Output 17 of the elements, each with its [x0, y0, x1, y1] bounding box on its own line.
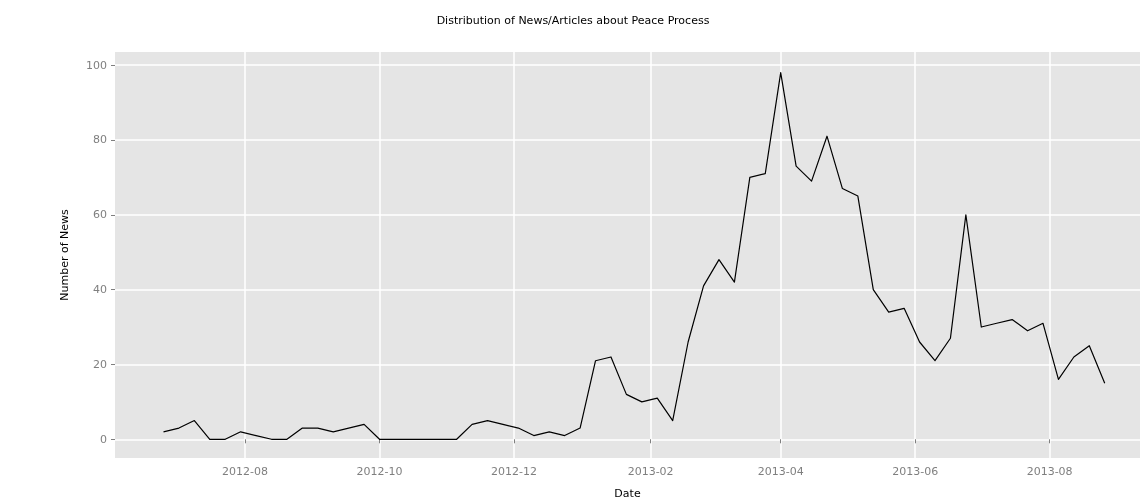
x-tick-label: 2013-08 — [1026, 465, 1073, 478]
x-axis-title: Date — [614, 487, 641, 500]
x-tick-label: 2012-08 — [222, 465, 269, 478]
y-tick-label: 60 — [93, 208, 107, 222]
x-tick-label: 2013-02 — [627, 465, 674, 478]
chart-title: Distribution of News/Articles about Peace Process — [436, 14, 710, 27]
x-tick-label: 2012-10 — [356, 465, 403, 478]
y-tick-label: 40 — [93, 283, 107, 297]
y-tick-label: 20 — [93, 357, 107, 371]
y-tick-label: 100 — [86, 58, 107, 72]
x-tick-label: 2012-12 — [490, 465, 537, 478]
y-tick-label: 0 — [100, 432, 107, 446]
x-tick-label: 2013-04 — [757, 465, 804, 478]
y-axis-title: Number of News — [58, 208, 71, 301]
y-tick-label: 80 — [93, 133, 107, 147]
line-series — [162, 71, 1106, 440]
x-tick-label: 2013-06 — [892, 465, 939, 478]
